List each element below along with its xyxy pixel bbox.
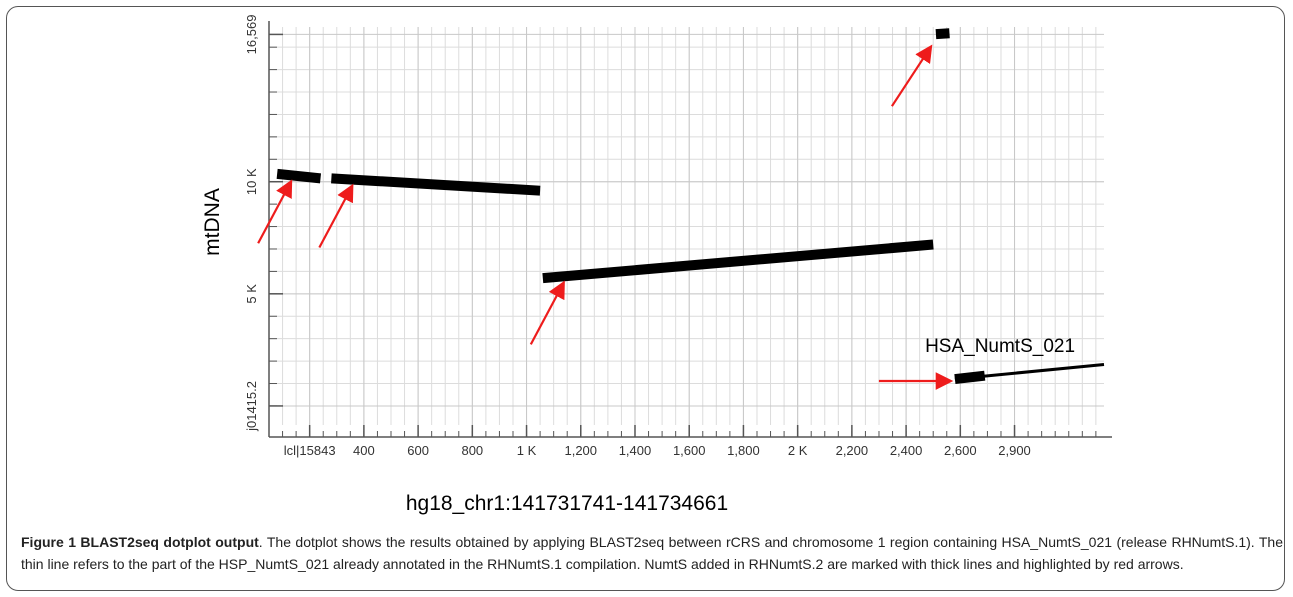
x-tick-label: 1,600	[673, 443, 706, 458]
x-tick-label: 2,400	[890, 443, 923, 458]
x-tick-label: 2,200	[836, 443, 869, 458]
x-tick-label: 1,400	[619, 443, 652, 458]
red-arrow	[890, 44, 933, 107]
x-tick-label: 2 K	[788, 443, 808, 458]
thick-segment	[935, 28, 950, 40]
grid-lines	[269, 27, 1104, 425]
figure-frame: lcl|15843 400 600 800 1 K 1,200 1,400 1,600 1,80…	[6, 6, 1285, 591]
figure-caption: Figure 1 BLAST2seq dotplot output. The d…	[21, 531, 1283, 575]
tick-labels: lcl|15843 400 600 800 1 K 1,200 1,400 1,600 1,80…	[244, 15, 1031, 458]
y-tick-label: 10 K	[244, 168, 259, 195]
x-tick-label: 600	[407, 443, 429, 458]
x-tick-label: 1,800	[727, 443, 760, 458]
x-axis-title: hg18_chr1:141731741-141734661	[406, 492, 728, 515]
caption-title: Figure 1 BLAST2seq dotplot output	[21, 534, 259, 550]
thick-segment	[542, 239, 934, 284]
thick-segment	[276, 168, 322, 184]
dotplot-chart: lcl|15843 400 600 800 1 K 1,200 1,400 1,600 1,80…	[201, 15, 1112, 515]
red-arrow	[529, 280, 565, 345]
red-arrow	[318, 183, 354, 249]
annotations: HSA_NumtS_021	[925, 336, 1075, 357]
red-arrows	[257, 44, 954, 390]
x-tick-label: 400	[353, 443, 375, 458]
x-tick-label: 2,600	[944, 443, 977, 458]
thick-segment	[331, 173, 541, 196]
x-tick-label: 1 K	[517, 443, 537, 458]
axes	[268, 21, 1112, 438]
x-tick-label: lcl|15843	[284, 443, 336, 458]
y-tick-label: 16,569	[244, 15, 259, 55]
caption-text: . The dotplot shows the results obtained…	[21, 534, 1283, 572]
y-tick-label: 5 K	[244, 284, 259, 304]
x-tick-label: 2,900	[998, 443, 1031, 458]
thin-segment	[954, 362, 1105, 381]
y-tick-label: j01415.2	[244, 381, 259, 432]
x-tick-label: 800	[461, 443, 483, 458]
red-arrow	[257, 179, 293, 244]
y-axis-title: mtDNA	[201, 188, 224, 256]
segment-annotation: HSA_NumtS_021	[925, 336, 1075, 357]
x-tick-label: 1,200	[564, 443, 597, 458]
alignment-segments	[276, 28, 1105, 385]
